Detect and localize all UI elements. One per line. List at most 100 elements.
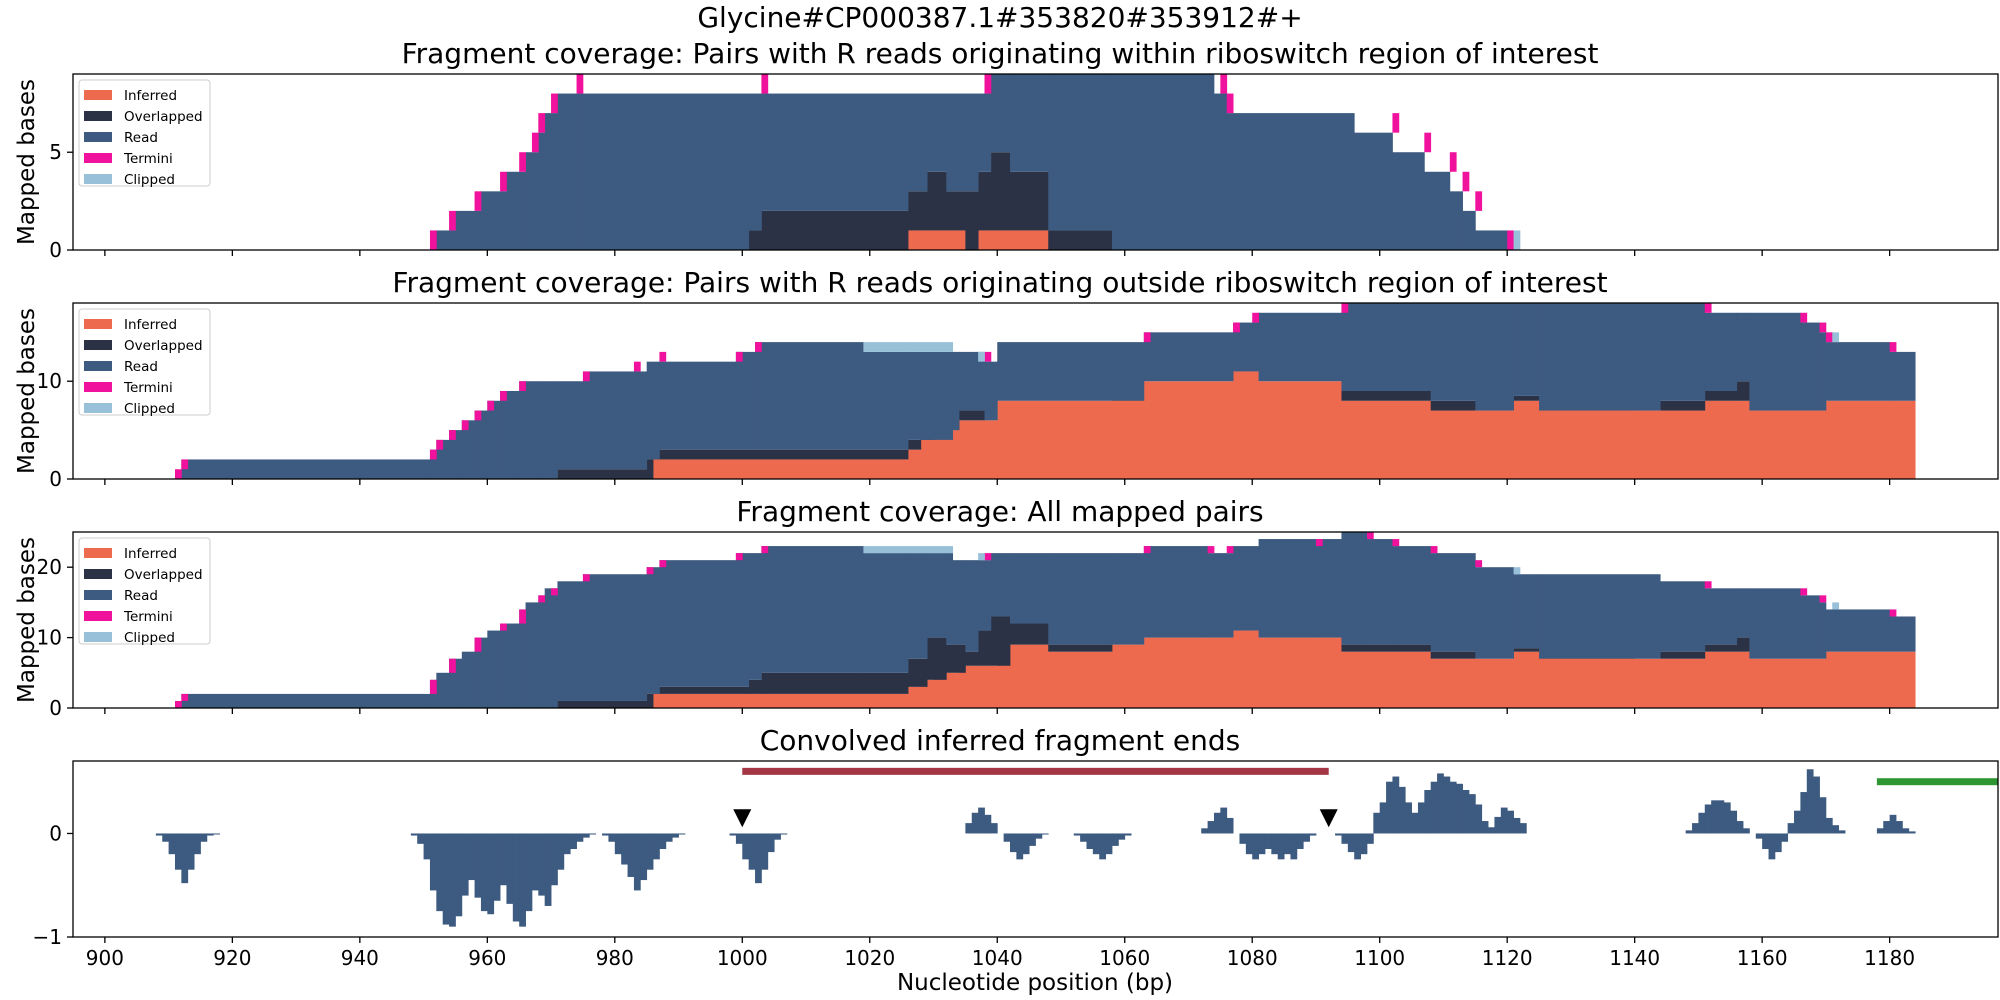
fragment-end-bar (1507, 810, 1514, 834)
coverage-bar-termini (1252, 312, 1259, 323)
coverage-bar-read (1207, 553, 1234, 638)
coverage-bar-termini (474, 410, 482, 421)
fragment-end-bar (1698, 812, 1706, 834)
fragment-end-bar (1883, 821, 1891, 834)
coverage-bar-read (461, 420, 475, 479)
fragment-end-bar (1392, 776, 1400, 834)
panel-4: −1 0 900 920 940 960 980 1000 1020 1040 1060 1080 11… (33, 760, 1999, 970)
coverage-bar-termini (461, 420, 469, 431)
fragment-end-bar (1016, 833, 1024, 860)
coverage-bar-overlapped (965, 651, 979, 666)
coverage-bar-overlapped (1513, 648, 1540, 652)
fragment-end-bar (1035, 833, 1043, 839)
coverage-bar-termini (474, 637, 482, 652)
coverage-bar-read (927, 93, 947, 172)
coverage-bar-termini (984, 553, 992, 561)
legend-label-inferred: Inferred (124, 317, 177, 333)
fragment-end-bar (1022, 833, 1030, 855)
legend-swatch-overlapped (84, 569, 112, 579)
coverage-bar-read (952, 351, 960, 431)
coverage-bar-overlapped (653, 449, 909, 460)
fragment-end-bar (1685, 830, 1693, 834)
fragment-end-bar (1896, 821, 1903, 834)
coverage-bar-termini (429, 449, 437, 460)
coverage-bar-overlapped (946, 191, 966, 231)
coverage-bar-clipped (1513, 567, 1521, 575)
coverage-bar-read (927, 553, 947, 638)
fragment-end-bar (774, 833, 781, 840)
coverage-bar-overlapped (1341, 644, 1432, 652)
coverage-bar-read (1513, 303, 1540, 396)
coverage-bar-inferred (1143, 381, 1234, 479)
legend-label-overlapped: Overlapped (124, 338, 203, 354)
coverage-bar-read (978, 93, 992, 172)
fragment-end-bar (1296, 833, 1304, 849)
fragment-end-bar (659, 833, 667, 849)
coverage-bar-read (538, 381, 558, 479)
coverage-bar-read (1392, 152, 1425, 250)
coverage-bar-read (735, 351, 756, 450)
fragment-end-bar (1443, 776, 1451, 834)
fragment-end-bar (493, 833, 501, 901)
coverage-bar-read (544, 588, 558, 708)
coverage-bar-read (1143, 546, 1209, 638)
coverage-bar-termini (538, 595, 546, 603)
coverage-bar-read (633, 371, 648, 470)
y-tick-label: 20 (37, 555, 62, 579)
coverage-bar-overlapped (557, 469, 648, 479)
coverage-bar-overlapped (1048, 644, 1113, 652)
fragment-end-bar (1290, 833, 1298, 860)
x-tick-label: 1160 (1737, 946, 1788, 970)
fragment-end-bar (1201, 828, 1209, 834)
coverage-bar-read (1048, 553, 1113, 645)
fragment-end-bar (1258, 833, 1266, 855)
x-tick-label: 1180 (1864, 946, 1915, 970)
coverage-bar-read (1430, 553, 1476, 652)
coverage-bar-termini (646, 567, 654, 575)
coverage-bar-termini (576, 74, 584, 94)
coverage-bar-termini (1889, 342, 1897, 352)
coverage-bar-termini (429, 230, 437, 250)
coverage-bar-read (908, 351, 954, 440)
legend-swatch-read (84, 132, 112, 142)
fragment-end-bar (1774, 833, 1782, 853)
fragment-end-bar (174, 833, 182, 870)
fragment-end-bar (519, 833, 526, 927)
coverage-bar-termini (531, 132, 539, 153)
coverage-bar-read (1213, 93, 1228, 250)
coverage-bar-termini (659, 560, 667, 568)
fragment-end-bar (417, 833, 424, 844)
coverage-bar-inferred (1513, 651, 1636, 708)
coverage-bar-termini (1889, 609, 1897, 617)
coverage-bar-inferred (920, 679, 934, 708)
coverage-bar-read (576, 93, 750, 250)
fragment-end-bar (602, 833, 609, 836)
coverage-bar-read (946, 93, 979, 192)
coverage-bar-inferred (1111, 644, 1145, 708)
coverage-bar-inferred (1143, 637, 1234, 708)
fragment-end-bar (576, 833, 584, 842)
fragment-end-bar (633, 833, 641, 891)
coverage-bar-termini (984, 74, 992, 94)
coverage-bar-termini (761, 74, 769, 94)
fragment-end-bar (1768, 833, 1776, 860)
coverage-bar-inferred (1048, 651, 1113, 708)
coverage-bar-overlapped (1704, 644, 1738, 652)
coverage-bar-read (1889, 351, 1916, 401)
fragment-end-bar (1124, 833, 1132, 836)
legend-label-read: Read (124, 359, 158, 375)
fragment-end-bar (672, 833, 679, 838)
fragment-end-bar (429, 833, 437, 891)
coverage-bar-read (538, 595, 546, 708)
coverage-bar-read (557, 93, 577, 250)
coverage-bar-termini (1233, 322, 1240, 333)
fragment-end-bar (990, 823, 998, 834)
coverage-bar-inferred (1341, 400, 1432, 479)
coverage-bar-read (1341, 532, 1368, 645)
fragment-end-bar (1794, 810, 1801, 834)
panel-1: 0 5 Mapped bases Inferred Overlapped Read Term… (14, 73, 1999, 262)
coverage-bar-read (1111, 74, 1215, 250)
coverage-bar-inferred (1258, 637, 1342, 708)
fragment-end-bar (582, 833, 590, 838)
coverage-bar-read (646, 567, 660, 694)
